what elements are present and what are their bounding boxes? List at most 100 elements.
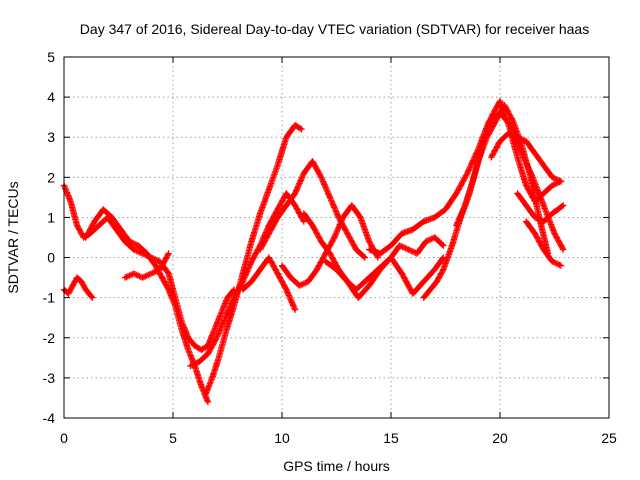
series-markers [60,182,238,353]
data-point [363,280,367,283]
data-point [551,184,554,187]
data-point [293,123,297,127]
series-sat-g [239,254,299,313]
data-point [442,244,445,247]
data-point [422,220,425,223]
data-point [533,152,537,155]
data-point [232,304,236,307]
x-tick-label: 5 [169,430,177,446]
data-point [559,180,563,183]
y-tick-label: 2 [47,169,55,185]
data-point [442,256,445,259]
data-point [368,240,371,243]
data-point [141,276,144,279]
data-point [84,236,88,239]
data-point [250,240,253,243]
data-point [267,224,271,227]
series-sat-a [60,182,238,353]
data-point [333,236,336,239]
data-point [132,272,135,275]
series-sat-o [488,130,565,185]
axis-ticks [63,56,610,419]
data-point [551,176,554,179]
data-point [341,216,345,219]
data-point [128,240,131,243]
data-point [328,252,332,255]
data-point [378,268,382,271]
series-markers [82,206,212,406]
data-point [389,256,393,259]
data-point [123,276,127,279]
data-series [60,97,567,406]
data-point [435,280,438,283]
y-tick-label: -4 [43,410,56,426]
data-point [463,204,467,207]
x-tick-label: 0 [60,430,68,446]
data-point [306,280,310,283]
data-point [511,119,515,123]
data-point [411,228,414,231]
data-point [206,400,210,404]
data-point [259,248,262,251]
data-point [320,240,323,243]
data-point [524,204,528,207]
data-point [102,208,105,211]
data-point [472,176,476,179]
data-point [158,260,162,263]
data-point [204,392,207,396]
data-point [189,364,192,368]
data-point [289,276,292,279]
data-point [215,336,218,339]
data-point [450,244,454,247]
data-point [363,256,367,259]
data-point [193,344,196,347]
data-point [136,244,140,247]
data-point [315,268,319,271]
data-point [424,240,428,243]
data-point [167,288,170,291]
y-tick-label: -3 [43,370,56,386]
data-point [481,144,484,147]
y-axis-label: SDTVAR / TECUs [5,181,21,293]
data-point [293,204,297,207]
data-point [533,232,537,235]
data-point [398,244,401,247]
data-point [211,376,214,380]
data-point [346,232,349,235]
data-point [110,216,114,219]
data-point [542,248,545,251]
data-point [490,156,493,159]
data-point [75,276,79,279]
data-point [507,132,510,135]
data-point [320,176,323,179]
data-point [516,156,519,159]
data-point [285,136,288,139]
x-tick-label: 15 [383,430,399,446]
chart-title: Day 347 of 2016, Sidereal Day-to-day VTE… [80,21,589,37]
data-point [400,272,404,275]
series-sat-k [322,254,447,301]
y-tick-label: 0 [47,250,55,266]
data-point [455,224,458,227]
y-tick-labels: -4 -3 -2 -1 0 1 2 3 4 5 [43,49,56,426]
data-point [241,272,244,275]
data-point [213,328,216,331]
data-point [368,284,371,287]
series-sat-b [60,274,96,301]
data-point [300,128,303,131]
plot-frame [63,56,610,419]
data-point [250,260,253,263]
data-point [232,288,236,291]
data-point [551,260,554,263]
data-point [411,292,414,295]
data-point [422,280,425,283]
data-point [69,200,72,203]
data-point [400,232,404,235]
data-point [206,352,210,356]
data-point [328,196,332,199]
data-point [357,296,360,299]
data-point [119,228,122,231]
data-point [415,252,419,255]
data-point [542,164,545,167]
